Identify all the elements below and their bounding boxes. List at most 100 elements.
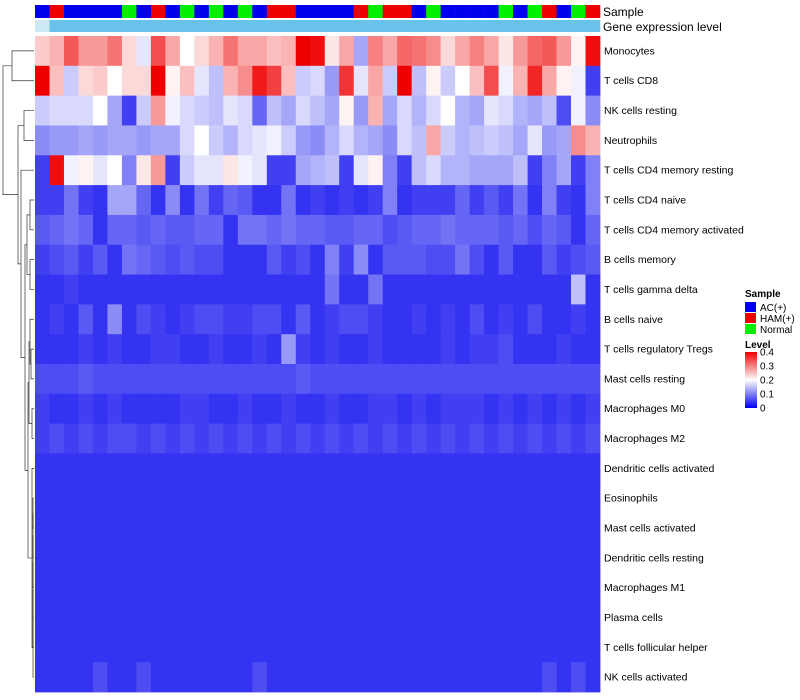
heatmap-cell	[455, 662, 471, 693]
heatmap-cell	[150, 36, 166, 67]
heatmap-cell	[368, 364, 384, 395]
heatmap-cell	[426, 334, 442, 365]
heatmap-cell	[165, 274, 181, 305]
heatmap-cell	[63, 453, 79, 484]
heatmap-cell	[136, 393, 152, 425]
heatmap-cell	[295, 513, 311, 544]
heatmap-cell	[35, 185, 50, 216]
heatmap-cell	[252, 662, 268, 693]
heatmap-cell	[382, 95, 398, 126]
heatmap-cell	[107, 364, 123, 395]
heatmap-cell	[194, 483, 210, 514]
heatmap-cell	[324, 483, 340, 514]
heatmap-cell	[121, 662, 137, 693]
heatmap-cell	[237, 364, 253, 395]
heatmap-cell	[266, 334, 282, 365]
row-label: Mast cells resting	[604, 373, 685, 385]
heatmap-cell	[368, 602, 384, 633]
heatmap-cell	[353, 334, 369, 365]
heatmap-cell	[527, 393, 543, 425]
heatmap-cell	[49, 95, 65, 126]
heatmap-cell	[426, 572, 442, 603]
heatmap-cell	[63, 513, 79, 544]
heatmap-cell	[179, 125, 195, 156]
heatmap-cell	[585, 155, 601, 186]
heatmap-cell	[455, 632, 471, 663]
heatmap-cell	[527, 274, 543, 305]
heatmap-cell	[252, 393, 268, 425]
heatmap-cell	[63, 65, 79, 97]
heatmap-cell	[266, 602, 282, 633]
heatmap-cell	[368, 185, 384, 216]
heatmap-cell	[136, 274, 152, 305]
heatmap-cell	[35, 602, 50, 633]
row-label: Plasma cells	[604, 612, 663, 624]
heatmap-cell	[121, 393, 137, 425]
heatmap-cell	[78, 423, 94, 454]
heatmap-cell	[469, 95, 485, 126]
heatmap-cell	[527, 244, 543, 275]
heatmap-cell	[571, 453, 586, 484]
heatmap-cell	[295, 364, 311, 395]
heatmap-cell	[382, 393, 398, 425]
heatmap-cell	[585, 304, 601, 335]
heatmap-cell	[194, 632, 210, 663]
heatmap-cell	[194, 244, 210, 275]
heatmap-cell	[455, 214, 471, 246]
heatmap-cell	[397, 155, 413, 186]
heatmap-cell	[411, 125, 427, 156]
heatmap-cell	[310, 572, 326, 603]
heatmap-cell	[208, 95, 224, 126]
heatmap-cell	[295, 572, 311, 603]
heatmap-cell	[339, 542, 355, 574]
heatmap-cell	[339, 36, 355, 67]
heatmap-cell	[455, 453, 471, 484]
sample-cell-21	[339, 5, 355, 18]
sample-cell-33	[513, 5, 528, 18]
heatmap-cell	[49, 483, 65, 514]
heatmap-cell	[237, 662, 253, 693]
heatmap-cell	[455, 602, 471, 633]
heatmap-cell	[556, 513, 572, 544]
heatmap-cell	[411, 95, 427, 126]
legend-swatch-normal	[745, 324, 756, 334]
heatmap-cell	[223, 364, 239, 395]
heatmap-cell	[542, 602, 557, 633]
heatmap-cell	[223, 423, 239, 454]
heatmap-cell	[527, 602, 543, 633]
heatmap-cell	[136, 602, 152, 633]
heatmap-cell	[469, 214, 485, 246]
heatmap-cell	[237, 542, 253, 574]
heatmap-cell	[92, 244, 108, 275]
heatmap-cell	[78, 513, 94, 544]
heatmap-cell	[324, 364, 340, 395]
heatmap-cell	[426, 214, 442, 246]
heatmap-cell	[353, 65, 369, 97]
heatmap-cell	[223, 155, 239, 186]
heatmap-cell	[150, 423, 166, 454]
heatmap-cell	[252, 36, 268, 67]
heatmap-cell	[208, 453, 224, 484]
expression-cell-26	[411, 20, 427, 32]
heatmap-cell	[411, 334, 427, 365]
heatmap-cell	[310, 364, 326, 395]
heatmap-cell	[35, 453, 50, 484]
heatmap-cell	[266, 155, 282, 186]
heatmap-cell	[179, 364, 195, 395]
sample-cell-12	[208, 5, 224, 18]
heatmap-cells	[35, 36, 601, 693]
heatmap-cell	[426, 453, 442, 484]
heatmap-cell	[121, 155, 137, 186]
heatmap-cell	[571, 334, 586, 365]
heatmap-cell	[324, 65, 340, 97]
legend-level-tick: 0.2	[760, 376, 774, 387]
heatmap-cell	[165, 542, 181, 574]
heatmap-cell	[469, 542, 485, 574]
heatmap-cell	[49, 244, 65, 275]
sample-cell-28	[440, 5, 456, 18]
heatmap-cell	[266, 36, 282, 67]
heatmap-cell	[571, 662, 586, 693]
heatmap-cell	[571, 483, 586, 514]
heatmap-cell	[469, 572, 485, 603]
heatmap-cell	[411, 304, 427, 335]
